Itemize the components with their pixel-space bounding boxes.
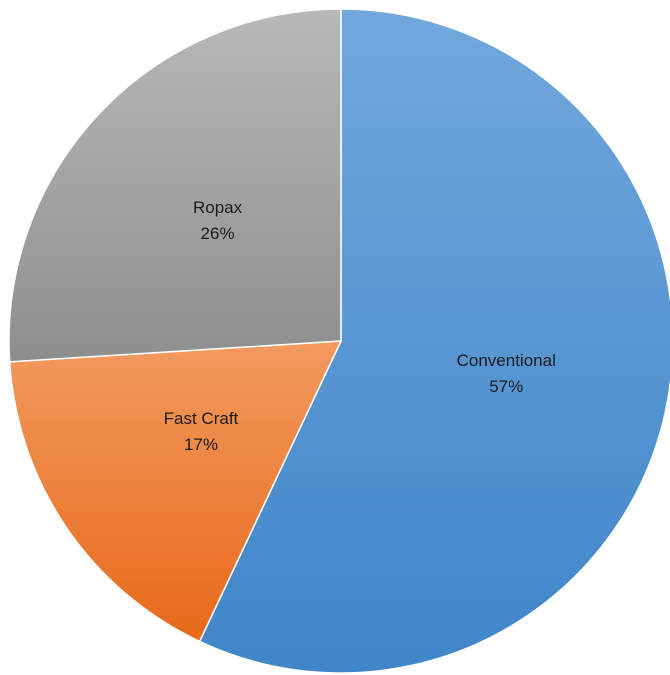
pie-slice-ropax (8, 8, 342, 363)
pie-value-label-ropax: 26% (201, 224, 235, 243)
pie-value-label-fast-craft: 17% (184, 435, 218, 454)
pie-category-label-ropax: Ropax (193, 198, 243, 217)
pie-category-label-fast-craft: Fast Craft (164, 409, 239, 428)
pie-slice-fast-craft (8, 340, 343, 643)
pie-slices (8, 8, 670, 674)
pie-labels: Conventional 57% Fast Craft 17% Ropax 26% (164, 198, 556, 454)
pie-value-label-conventional: 57% (489, 377, 523, 396)
pie-label-fast-craft: Fast Craft 17% (164, 409, 239, 454)
pie-label-conventional: Conventional 57% (457, 351, 556, 396)
pie-category-label-conventional: Conventional (457, 351, 556, 370)
pie-slice-conventional (198, 8, 670, 674)
pie-label-ropax: Ropax 26% (193, 198, 243, 243)
